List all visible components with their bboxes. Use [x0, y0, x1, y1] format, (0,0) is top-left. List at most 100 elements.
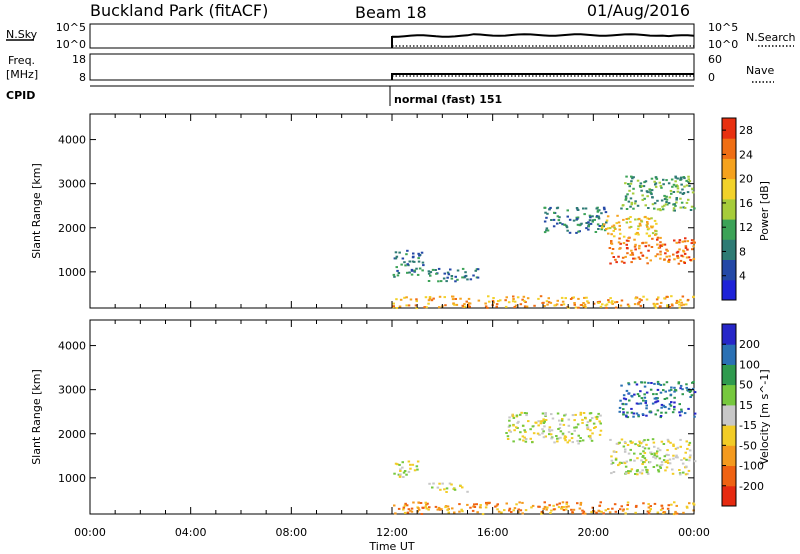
power-echo-cell-315 — [546, 212, 549, 215]
power-echo-cell-237 — [411, 256, 415, 259]
vel-echo-cell-244 — [453, 488, 457, 491]
power-echo-cell-528 — [622, 235, 626, 238]
vel-echo-cell-467 — [646, 438, 650, 441]
power-echo-cell-464 — [625, 239, 629, 242]
power-echo-cell-526 — [634, 218, 637, 221]
power-echo-cell-493 — [663, 258, 666, 261]
power-echo-cell-68 — [681, 295, 685, 298]
vel-echo-cell-133 — [484, 506, 488, 509]
power-echo-cell-60 — [526, 297, 530, 300]
power-echo-cell-8 — [670, 303, 674, 306]
power-echo-cell-399 — [660, 245, 664, 247]
vel-echo-cell-342 — [541, 412, 545, 415]
vel-echo-cell-668 — [677, 381, 681, 384]
power-echo-cell-598 — [675, 198, 678, 201]
power-echo-cell-188 — [613, 301, 617, 304]
power-echo-cell-706 — [674, 180, 677, 183]
vel-echo-cell-679 — [622, 394, 626, 397]
vel-echo-cell-319 — [524, 431, 527, 433]
vel-echo-cell-684 — [654, 413, 657, 416]
power-echo-cell-77 — [461, 304, 464, 307]
vel-echo-cell-59 — [402, 506, 406, 509]
vel-echo-cell-412 — [638, 440, 641, 443]
vel-echo-cell-231 — [439, 488, 442, 491]
vel-echo-cell-284 — [544, 435, 547, 438]
vel-echo-cell-541 — [645, 443, 648, 446]
power-echo-cell-213 — [393, 275, 396, 278]
vel-echo-cell-220 — [394, 462, 398, 465]
power-echo-cell-216 — [395, 266, 398, 269]
vel-echo-cell-39 — [424, 505, 427, 508]
power-echo-cell-449 — [633, 257, 637, 260]
power-echo-cell-225 — [397, 272, 401, 274]
vel-echo-cell-611 — [678, 411, 681, 414]
power-echo-cell-489 — [617, 241, 621, 244]
power-echo-cell-474 — [641, 254, 644, 257]
power-echo-cell-361 — [576, 217, 579, 220]
vel-echo-cell-610 — [673, 390, 676, 393]
vel-colorbar-segment-0 — [722, 485, 736, 507]
power-echo-cell-492 — [680, 254, 683, 257]
vel-echo-cell-600 — [642, 399, 645, 402]
power-echo-cell-222 — [413, 260, 416, 263]
power-echo-cell-619 — [663, 198, 667, 201]
vel-echo-cell-160 — [571, 511, 574, 514]
freq-label: Freq. — [8, 54, 35, 67]
power-echo-cell-47 — [599, 305, 603, 308]
vel-echo-cell-40 — [576, 502, 579, 505]
power-echo-cell-42 — [562, 303, 566, 306]
vel-echo-cell-577 — [622, 411, 625, 414]
power-echo-cell-219 — [396, 274, 400, 277]
vel-echo-cell-326 — [591, 417, 594, 420]
power-echo-cell-211 — [416, 273, 420, 276]
vel-echo-cell-235 — [432, 482, 435, 485]
vel-echo-cell-102 — [560, 507, 564, 510]
power-echo-cell-515 — [618, 228, 621, 231]
power-echo-cell-455 — [632, 257, 635, 260]
power-echo-cell-404 — [673, 258, 676, 261]
power-echo-cell-440 — [610, 252, 614, 255]
vel-echo-cell-264 — [550, 429, 554, 432]
power-echo-cell-178 — [619, 304, 623, 307]
vel-echo-cell-35 — [406, 511, 410, 514]
power-echo-cell-487 — [626, 252, 629, 255]
vel-echo-cell-394 — [524, 440, 528, 443]
vel-echo-cell-662 — [622, 397, 626, 400]
vel-echo-cell-724 — [644, 400, 648, 402]
vel-echo-cell-157 — [614, 510, 618, 513]
vel-echo-cell-710 — [693, 415, 696, 418]
power-echo-cell-396 — [672, 253, 675, 256]
vel-echo-cell-454 — [634, 473, 637, 475]
power-echo-cell-688 — [670, 192, 673, 195]
vel-echo-cell-609 — [639, 390, 642, 393]
power-echo-cell-26 — [491, 299, 495, 302]
power-echo-cell-72 — [574, 306, 578, 309]
vel-echo-cell-337 — [589, 429, 592, 432]
vel-echo-cell-657 — [639, 402, 643, 405]
vel-colorbar-label-1: 100 — [739, 358, 760, 371]
vel-echo-cell-488 — [624, 442, 627, 444]
vel-echo-cell-38 — [543, 501, 546, 504]
vel-echo-cell-269 — [521, 435, 525, 438]
vel-echo-cell-349 — [525, 438, 528, 440]
vel-echo-cell-184 — [517, 508, 520, 511]
vel-echo-cell-54 — [591, 506, 594, 509]
power-echo-cell-101 — [523, 299, 526, 302]
power-echo-cell-55 — [486, 306, 489, 309]
power-echo-cell-183 — [484, 305, 488, 308]
power-echo-cell-312 — [559, 221, 562, 224]
vel-echo-cell-689 — [674, 389, 677, 391]
power-echo-cell-302 — [604, 211, 608, 214]
power-echo-cell-641 — [645, 190, 649, 193]
vel-echo-cell-221 — [399, 473, 402, 476]
power-echo-cell-96 — [454, 298, 457, 300]
power-echo-cell-340 — [544, 211, 547, 214]
power-echo-cell-405 — [668, 258, 671, 261]
power-echo-cell-63 — [399, 298, 403, 301]
vel-echo-cell-197 — [561, 501, 565, 504]
vel-echo-cell-676 — [669, 404, 673, 407]
power-echo-cell-460 — [618, 247, 621, 250]
power-echo-cell-343 — [603, 208, 606, 211]
power-echo-cell-311 — [545, 229, 548, 232]
vel-echo-cell-543 — [614, 458, 618, 461]
